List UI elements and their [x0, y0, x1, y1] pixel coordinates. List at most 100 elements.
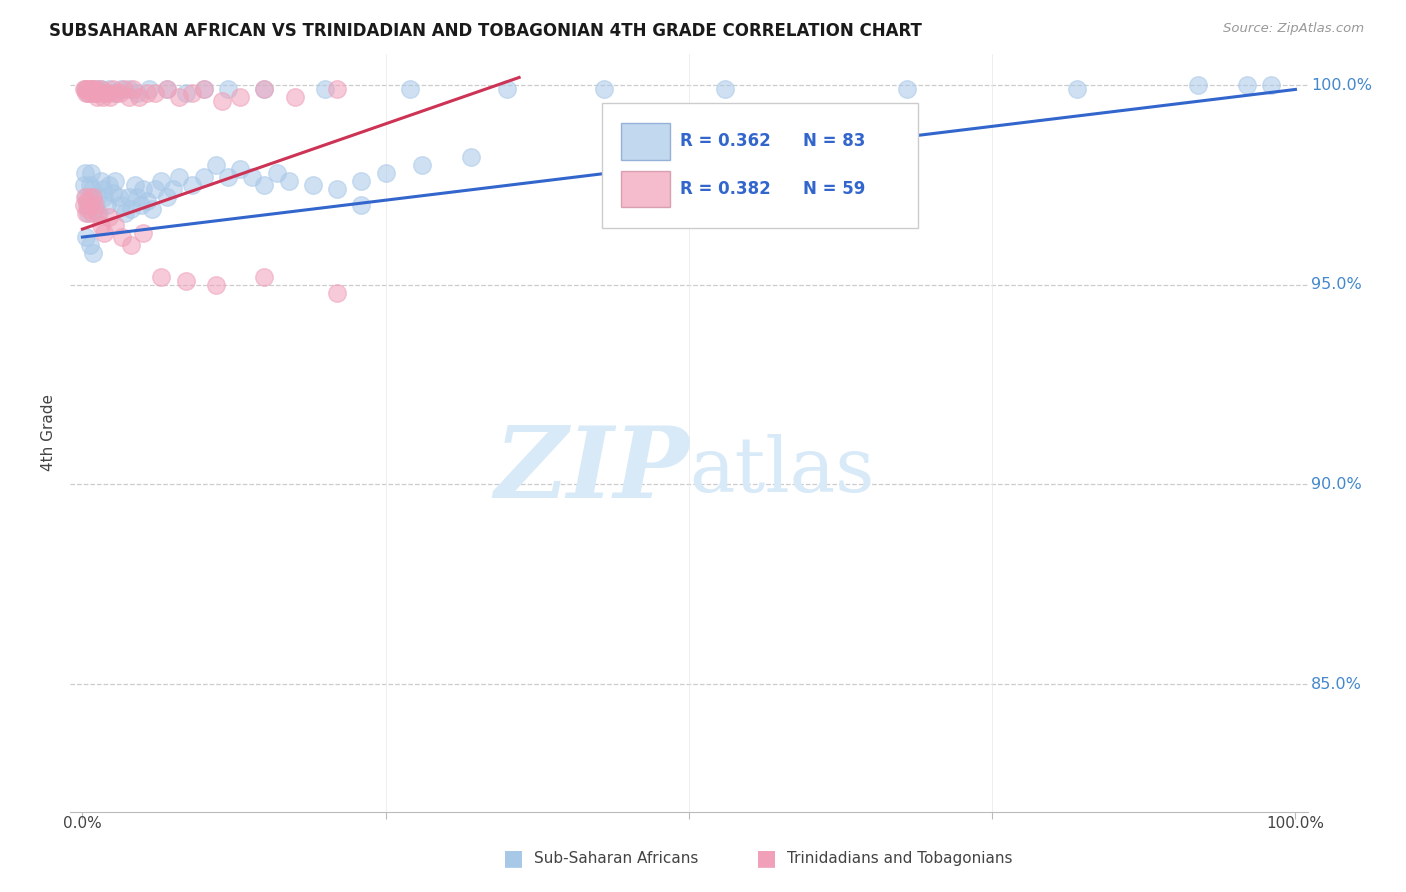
Point	[108, 190, 131, 204]
Point	[75, 87, 97, 101]
Point	[135, 194, 157, 209]
Point	[80, 82, 103, 96]
Point	[240, 170, 263, 185]
Point	[76, 82, 98, 96]
Point	[714, 82, 737, 96]
Point	[93, 190, 115, 204]
Point	[77, 202, 100, 216]
Point	[79, 178, 101, 193]
Point	[98, 210, 121, 224]
Point	[150, 174, 173, 188]
Point	[174, 87, 197, 101]
Point	[86, 90, 108, 104]
FancyBboxPatch shape	[602, 103, 918, 228]
Point	[79, 238, 101, 252]
Point	[326, 82, 349, 96]
Point	[193, 170, 215, 185]
Point	[111, 230, 134, 244]
Point	[82, 82, 104, 96]
Point	[86, 206, 108, 220]
Point	[110, 82, 132, 96]
Point	[86, 190, 108, 204]
Point	[128, 90, 150, 104]
Point	[104, 87, 127, 101]
Text: 100.0%: 100.0%	[1312, 78, 1372, 93]
Point	[174, 274, 197, 288]
Point	[75, 230, 97, 244]
Point	[253, 82, 276, 96]
Point	[73, 82, 96, 96]
Point	[101, 82, 124, 96]
Text: atlas: atlas	[689, 434, 875, 508]
Point	[143, 182, 166, 196]
Point	[156, 190, 179, 204]
Point	[82, 190, 104, 204]
Point	[90, 174, 112, 188]
Text: ZIP: ZIP	[494, 422, 689, 519]
Text: Source: ZipAtlas.com: Source: ZipAtlas.com	[1223, 22, 1364, 36]
Point	[156, 82, 179, 96]
Point	[350, 198, 373, 212]
Point	[1236, 78, 1258, 93]
Text: R = 0.382: R = 0.382	[681, 180, 770, 198]
Point	[108, 87, 131, 101]
Point	[302, 178, 325, 193]
Bar	[621, 171, 671, 208]
Point	[94, 87, 117, 101]
Text: 100.0%: 100.0%	[1267, 815, 1324, 830]
Point	[132, 226, 155, 240]
Point	[90, 82, 112, 96]
Point	[143, 87, 166, 101]
Point	[122, 82, 145, 96]
Point	[193, 82, 215, 96]
Point	[162, 182, 184, 196]
Text: ■: ■	[756, 848, 776, 868]
Point	[83, 87, 105, 101]
Point	[169, 170, 191, 185]
Point	[80, 198, 103, 212]
Text: 85.0%: 85.0%	[1312, 676, 1362, 691]
Point	[73, 166, 96, 180]
Point	[84, 82, 107, 96]
Point	[150, 270, 173, 285]
Text: 95.0%: 95.0%	[1312, 277, 1362, 293]
Text: N = 83: N = 83	[803, 133, 865, 151]
Point	[460, 150, 482, 164]
Point	[76, 198, 98, 212]
Text: R = 0.362: R = 0.362	[681, 133, 770, 151]
Point	[326, 285, 349, 300]
Point	[326, 182, 349, 196]
Point	[169, 90, 191, 104]
Point	[79, 190, 101, 204]
Point	[217, 82, 239, 96]
Point	[82, 246, 104, 260]
Point	[138, 82, 160, 96]
Point	[93, 87, 115, 101]
Point	[91, 182, 114, 196]
Text: Trinidadians and Tobagonians: Trinidadians and Tobagonians	[787, 851, 1012, 865]
Point	[1260, 78, 1282, 93]
Point	[110, 198, 132, 212]
Point	[98, 82, 121, 96]
Point	[253, 178, 276, 193]
Point	[132, 182, 155, 196]
Point	[496, 82, 519, 96]
Point	[77, 87, 100, 101]
Point	[75, 206, 97, 220]
Point	[82, 182, 104, 196]
Point	[193, 82, 215, 96]
Point	[82, 206, 104, 220]
Point	[125, 87, 148, 101]
Point	[75, 190, 97, 204]
Point	[314, 82, 336, 96]
Point	[277, 174, 299, 188]
Point	[77, 87, 100, 101]
Point	[105, 87, 128, 101]
Bar	[621, 123, 671, 160]
Point	[120, 202, 142, 216]
Point	[399, 82, 422, 96]
Point	[114, 206, 136, 220]
Point	[72, 178, 94, 193]
Point	[135, 87, 157, 101]
Point	[91, 90, 114, 104]
